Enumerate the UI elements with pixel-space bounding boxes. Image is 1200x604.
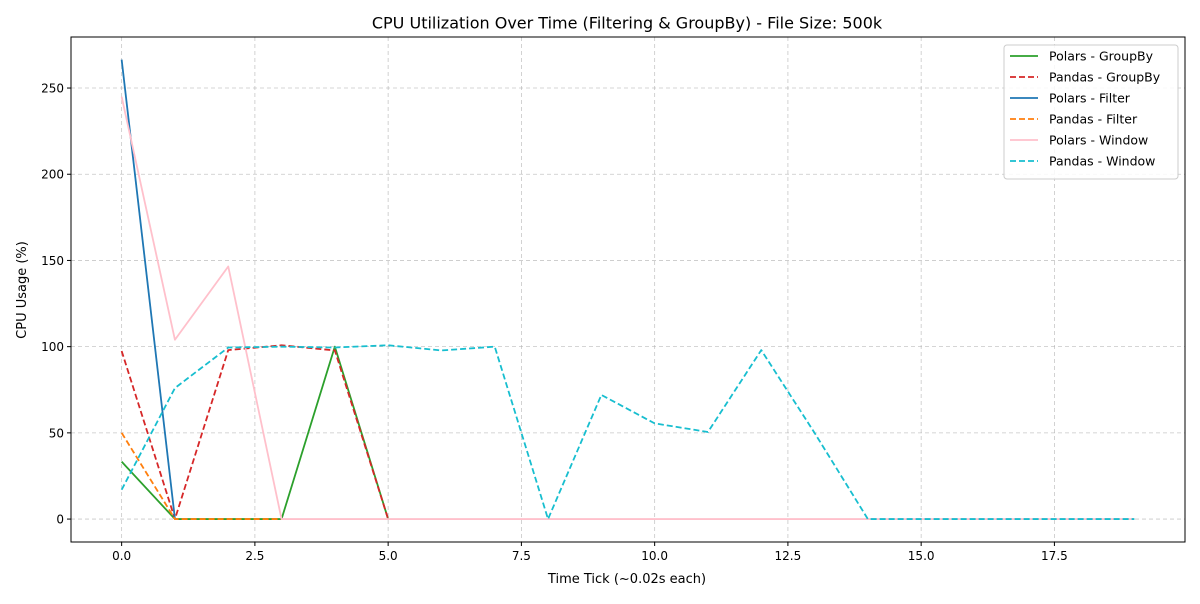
x-axis-label: Time Tick (~0.02s each) xyxy=(547,572,706,587)
series-line-pandas-window xyxy=(120,344,1135,520)
y-tick-label: 250 xyxy=(41,82,64,96)
legend-label: Pandas - Window xyxy=(1049,154,1155,169)
y-tick-label: 150 xyxy=(41,254,64,268)
x-tick-label: 17.5 xyxy=(1041,549,1068,563)
x-tick-label: 12.5 xyxy=(775,549,802,563)
legend-label: Polars - Filter xyxy=(1049,91,1131,106)
x-tick-label: 0.0 xyxy=(112,549,131,563)
x-tick-label: 15.0 xyxy=(908,549,935,563)
x-tick-label: 5.0 xyxy=(379,549,398,563)
legend-label: Pandas - Filter xyxy=(1049,112,1138,127)
chart-title: CPU Utilization Over Time (Filtering & G… xyxy=(372,14,883,33)
series-line-pandas-filter xyxy=(120,432,282,520)
legend-label: Polars - Window xyxy=(1049,133,1148,148)
plot-frame xyxy=(70,36,1186,543)
y-tick-label: 200 xyxy=(41,168,64,182)
legend-label: Pandas - GroupBy xyxy=(1049,70,1161,85)
y-axis-label: CPU Usage (%) xyxy=(15,241,30,339)
y-tick-label: 100 xyxy=(41,340,64,354)
legend-box xyxy=(1003,44,1179,180)
x-tick-label: 2.5 xyxy=(245,549,264,563)
y-tick-label: 0 xyxy=(56,513,64,527)
x-tick-label: 7.5 xyxy=(512,549,531,563)
y-tick-label: 50 xyxy=(49,426,64,440)
x-tick-label: 10.0 xyxy=(641,549,668,563)
legend-label: Polars - GroupBy xyxy=(1049,49,1154,64)
tick-layer: 0.0 2.5 5.0 7.5 10.0 12.5 15.0 17.5 0 50 100 150 200… xyxy=(41,82,1068,563)
series-layer xyxy=(120,59,1135,520)
legend: Polars - GroupBy Pandas - GroupBy Polars -… xyxy=(1003,44,1179,180)
